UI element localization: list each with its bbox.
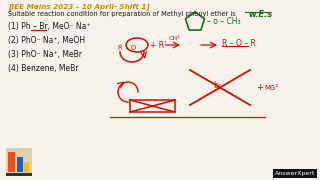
Text: + R': + R' bbox=[150, 40, 166, 50]
Text: w.E.s: w.E.s bbox=[248, 10, 272, 19]
Text: [JEE Mains 2023 – 10 April- Shift 1]: [JEE Mains 2023 – 10 April- Shift 1] bbox=[8, 4, 150, 11]
Text: (3) PhO⁻ Na⁺, MeBr: (3) PhO⁻ Na⁺, MeBr bbox=[8, 50, 82, 59]
Bar bbox=[8, 152, 15, 172]
Text: R – O – R: R – O – R bbox=[222, 39, 256, 48]
Text: (1) Ph – Br, MeO⁻ Na⁺: (1) Ph – Br, MeO⁻ Na⁺ bbox=[8, 22, 91, 31]
Text: +: + bbox=[256, 84, 263, 93]
Text: CH²: CH² bbox=[169, 36, 180, 41]
Text: (2) PhO⁻ Na⁺, MeOH: (2) PhO⁻ Na⁺, MeOH bbox=[8, 36, 85, 45]
Bar bbox=[24, 162, 29, 172]
Bar bbox=[17, 157, 23, 172]
Text: Suitable reaction condition for preparation of Methyl phenyl ether is: Suitable reaction condition for preparat… bbox=[8, 11, 236, 17]
Text: – o – CH₃: – o – CH₃ bbox=[207, 17, 241, 26]
Bar bbox=[6, 173, 32, 176]
Text: AnswerXpert: AnswerXpert bbox=[275, 171, 315, 176]
Text: R – O: R – O bbox=[118, 45, 136, 51]
Text: b₂: b₂ bbox=[213, 80, 221, 89]
Text: MG²: MG² bbox=[264, 85, 278, 91]
Text: (4) Benzene, MeBr: (4) Benzene, MeBr bbox=[8, 64, 78, 73]
